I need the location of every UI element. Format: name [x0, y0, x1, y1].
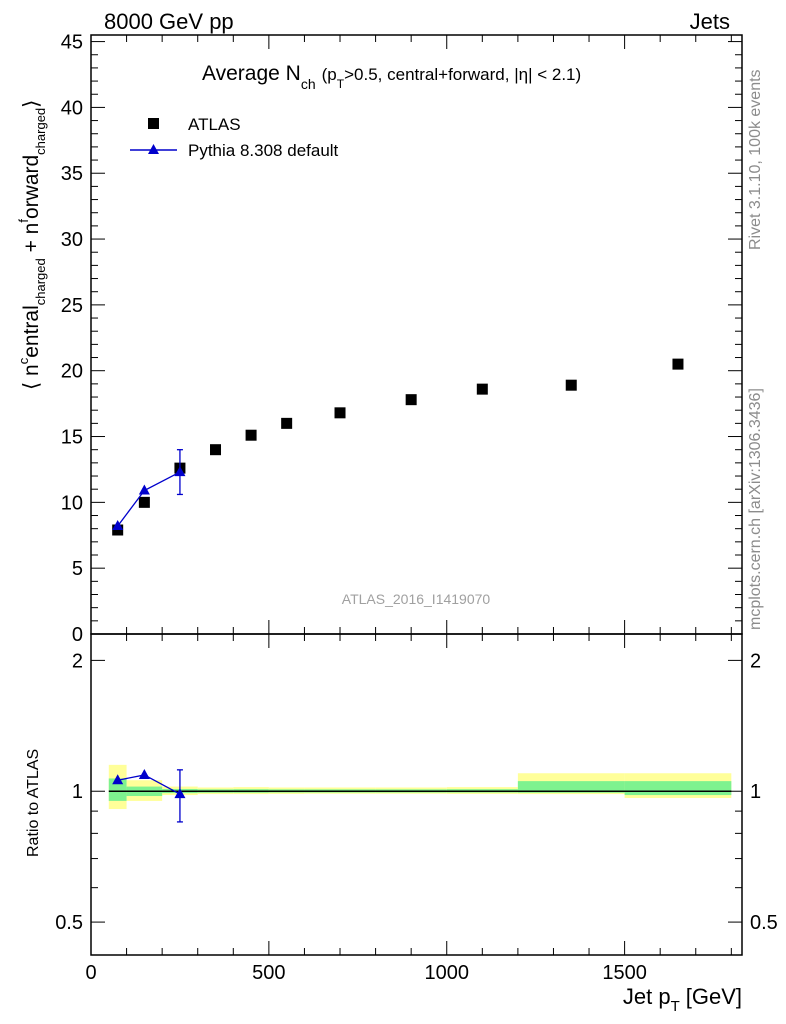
main-ylabel: ⟨ ncentralcharged + nforwardcharged⟩ — [16, 100, 48, 390]
mc-point-2 — [174, 466, 186, 477]
legend: ATLAS Pythia 8.308 default — [130, 115, 339, 160]
atlas-point-3 — [210, 444, 222, 456]
xtick-label-2: 1000 — [424, 962, 469, 984]
ratio-ytick-label-left-1: 1 — [72, 781, 83, 803]
ratio-mc-point-0 — [112, 774, 124, 785]
legend-atlas-label: ATLAS — [188, 115, 241, 134]
atlas-point-9 — [565, 379, 577, 391]
ratio-ytick-label-left-0: 0.5 — [55, 912, 83, 934]
main-ytick-label-8: 40 — [61, 97, 83, 119]
main-ytick-label-4: 20 — [61, 361, 83, 383]
main-ytick-label-0: 0 — [72, 624, 83, 646]
main-ytick-label-6: 30 — [61, 229, 83, 251]
ratio-ytick-label-right-0: 0.5 — [750, 912, 778, 934]
atlas-point-10 — [672, 358, 684, 370]
main-ytick-label-5: 25 — [61, 295, 83, 317]
atlas-point-5 — [281, 417, 293, 429]
atlas-point-7 — [405, 394, 417, 406]
atlas-point-4 — [245, 429, 257, 441]
main-ytick-label-9: 45 — [61, 32, 83, 54]
rivet-label: Rivet 3.1.10, 100k events — [747, 69, 764, 250]
xtick-label-3: 1500 — [602, 962, 647, 984]
title-sub: ch — [301, 76, 316, 92]
ratio-band-inner-10 — [624, 781, 732, 796]
main-ytick-label-3: 15 — [61, 427, 83, 449]
header-right: Jets — [690, 9, 730, 34]
main-ytick-label-1: 5 — [72, 558, 83, 580]
main-plot: 0 5 10 15 20 25 30 35 40 45 — [61, 32, 743, 646]
svg-text:Average Nch(pT>0.5, central+fo: Average Nch (pT>0.5, central+forward, |η|… — [202, 62, 581, 92]
xlabel: Jet pT [GeV] — [623, 984, 742, 1015]
ratio-frame — [90, 633, 743, 956]
mc-point-1 — [138, 484, 150, 495]
ratio-ylabel: Ratio to ATLAS — [25, 749, 42, 857]
main-title: Average Nch (pT>0.5, central+forward, |η|… — [202, 62, 581, 92]
atlas-point-6 — [334, 407, 346, 419]
ratio-plot: 0 500 1000 1500 0.5 0.5 1 1 2 2 — [55, 633, 778, 984]
ratio-ytick-label-left-2: 2 — [72, 650, 83, 672]
header-left: 8000 GeV pp — [104, 9, 234, 34]
legend-atlas-marker — [148, 118, 159, 129]
xtick-label-1: 500 — [252, 962, 285, 984]
ratio-band-inner-9 — [517, 781, 625, 793]
mc-point-0 — [112, 520, 124, 531]
ratio-ytick-label-right-1: 1 — [750, 781, 761, 803]
main-ytick-label-7: 35 — [61, 163, 83, 185]
title-main: Average N — [202, 62, 301, 85]
atlas-point-8 — [476, 383, 488, 395]
title-detail: (p — [322, 65, 337, 84]
legend-mc-marker — [148, 144, 159, 154]
xtick-label-0: 0 — [85, 962, 96, 984]
ratio-mc-point-1 — [138, 768, 150, 779]
atlas-point-1 — [138, 496, 150, 508]
legend-mc-label: Pythia 8.308 default — [188, 141, 339, 160]
ratio-mc-point-2 — [174, 788, 186, 799]
title-detail-sub: T — [337, 77, 345, 91]
ratio-ytick-label-right-2: 2 — [750, 650, 761, 672]
analysis-watermark: ATLAS_2016_I1419070 — [342, 591, 491, 607]
title-detail-rest: >0.5, central+forward, |η| < 2.1) — [344, 65, 581, 84]
main-ytick-label-2: 10 — [61, 492, 83, 514]
mcplots-label: mcplots.cern.ch [arXiv:1306.3436] — [747, 388, 764, 630]
